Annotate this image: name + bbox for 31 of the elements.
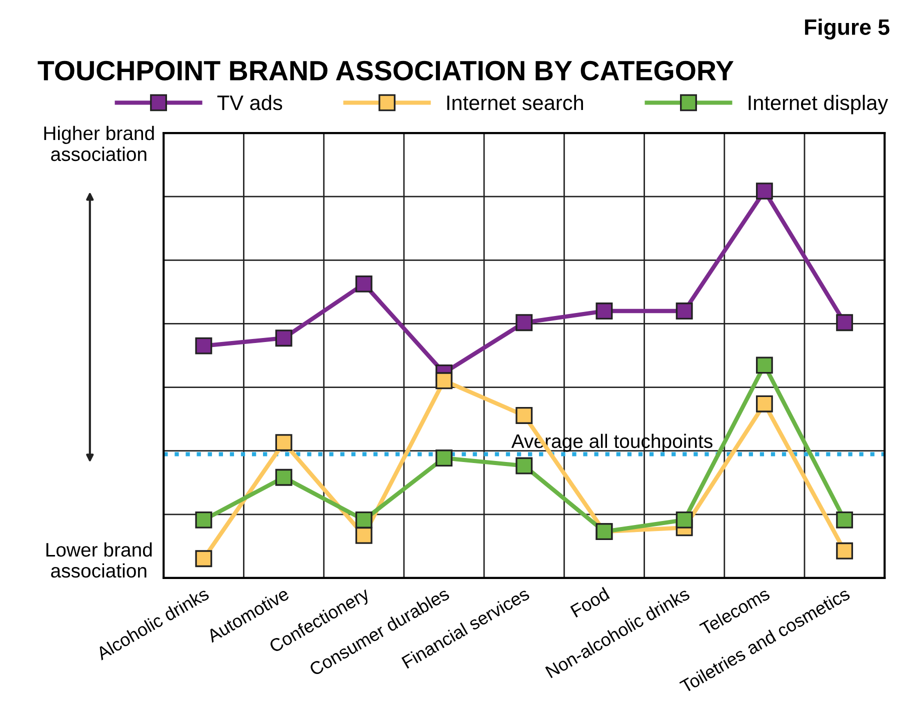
- point: [756, 182, 773, 200]
- point: [275, 468, 292, 486]
- point: [195, 550, 212, 568]
- point: [516, 406, 533, 424]
- text: Lower brand association: [46, 542, 152, 578]
- point: [436, 450, 452, 467]
- point: [836, 511, 854, 528]
- caption: Figure 5: [805, 18, 890, 40]
- point: [195, 511, 212, 528]
- point: [275, 434, 292, 452]
- point: [676, 511, 693, 528]
- point: [516, 314, 533, 332]
- point: [355, 275, 372, 292]
- point: [355, 511, 372, 528]
- point: [275, 330, 292, 347]
- point: [195, 337, 212, 354]
- point: [516, 457, 533, 474]
- legend-label: TV ads: [217, 94, 282, 110]
- point: [836, 314, 854, 332]
- chart-title: TOUCHPOINT BRAND ASSOCIATION BY CATEGORY: [38, 60, 734, 80]
- legend-label: Internet display: [748, 94, 888, 114]
- point: [756, 395, 773, 412]
- point: [436, 372, 452, 390]
- point: [676, 302, 693, 320]
- legend-label: Internet search: [447, 94, 583, 110]
- text: Higher brand association: [44, 126, 154, 162]
- point: [355, 526, 372, 544]
- point: [756, 356, 773, 374]
- point: [836, 542, 854, 560]
- point: [596, 302, 613, 320]
- x-tick-label: Food: [570, 586, 610, 618]
